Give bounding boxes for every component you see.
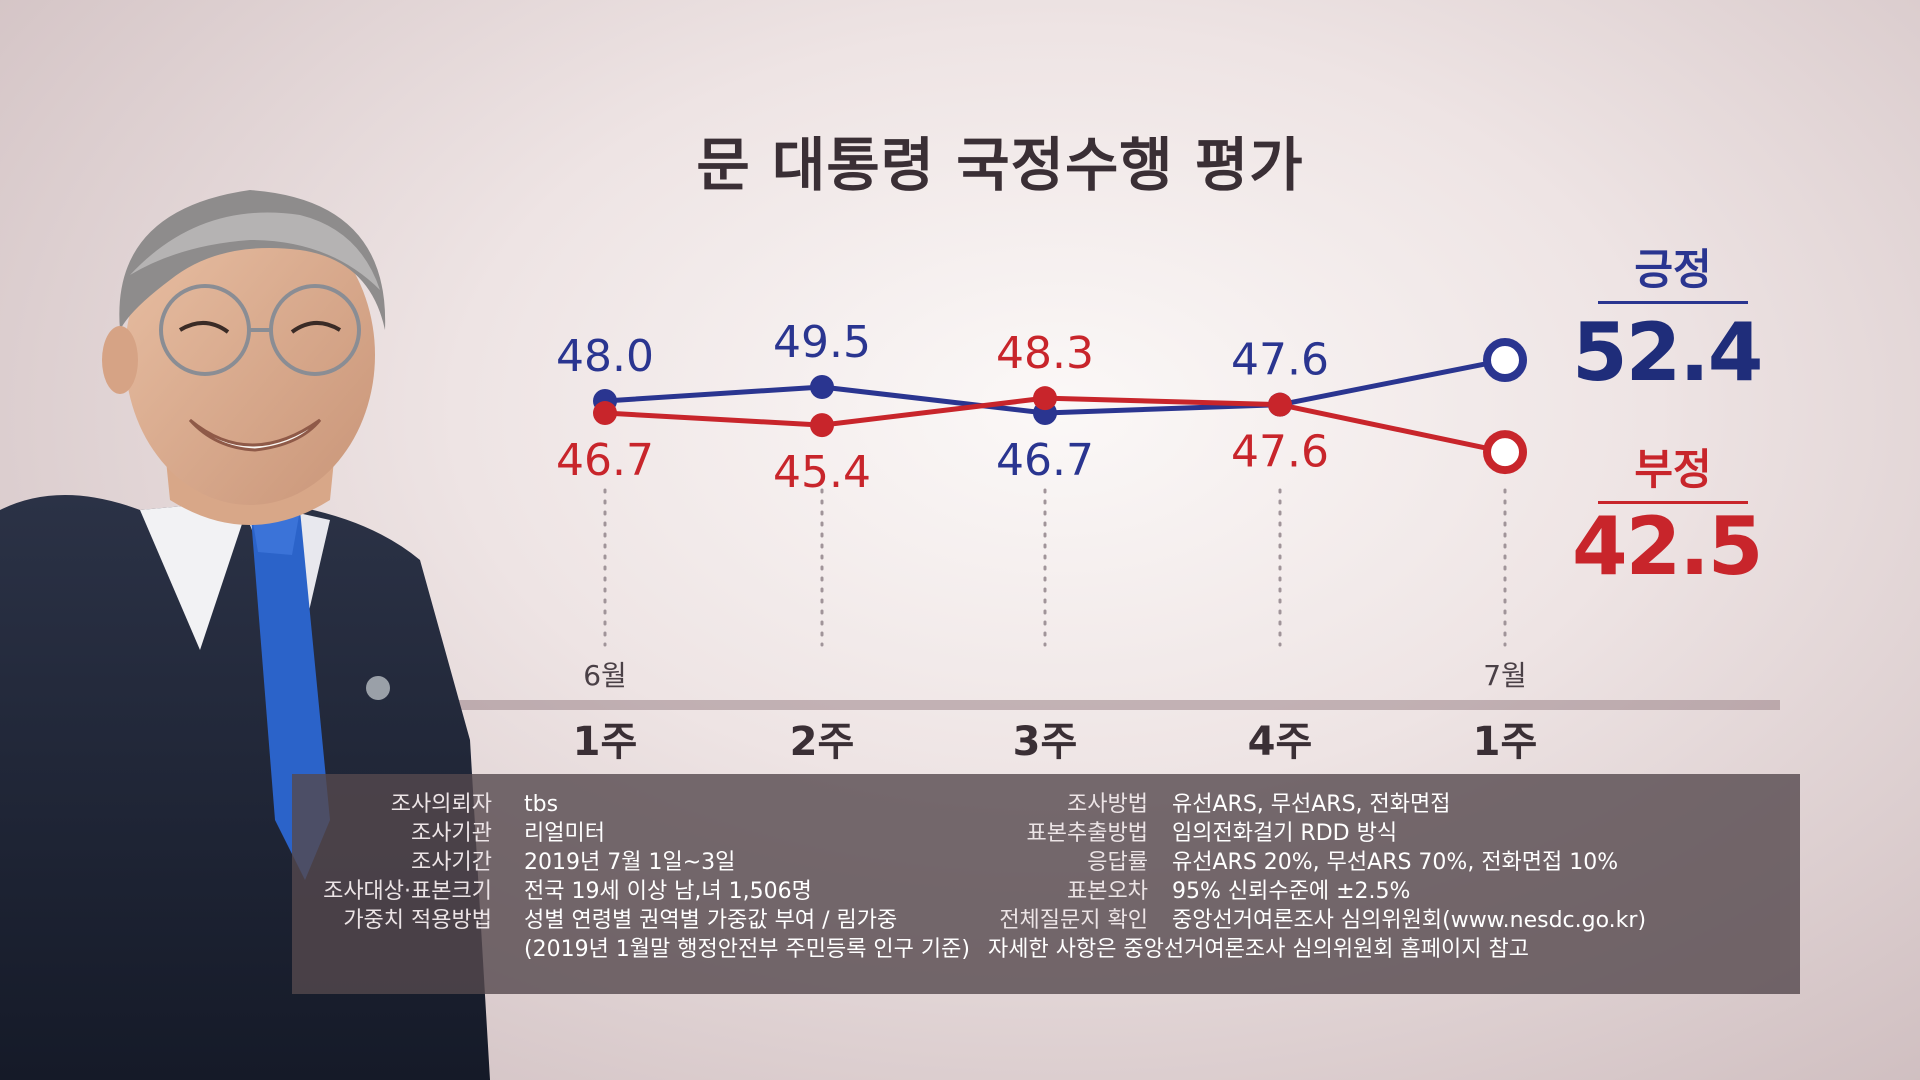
info-key: 표본오차 — [1067, 879, 1148, 904]
month-label: 7월 — [1483, 659, 1527, 692]
info-row: 조사기관 리얼미터 — [292, 819, 970, 848]
page-title: 문 대통령 국정수행 평가 — [696, 131, 1304, 199]
info-value: 임의전화걸기 RDD 방식 — [1172, 821, 1398, 846]
info-value: 유선ARS, 무선ARS, 전화면접 — [1172, 792, 1451, 817]
info-key: 조사대상·표본크기 — [323, 879, 492, 904]
legend-negative-value: 42.5 — [1572, 500, 1763, 593]
info-key: 전체질문지 확인 — [999, 908, 1148, 933]
positive-data-label: 49.5 — [773, 317, 871, 368]
x-axis-band — [440, 700, 1780, 710]
info-row: 조사대상·표본크기 전국 19세 이상 남,녀 1,506명 — [292, 877, 970, 906]
x-tick-label: 3주 — [1013, 719, 1078, 765]
info-row: 가중치 적용방법 성별 연령별 권역별 가중값 부여 / 림가중 — [292, 906, 970, 935]
info-row: 조사방법 유선ARS, 무선ARS, 전화면접 — [982, 790, 1646, 819]
info-row: 조사기간 2019년 7월 1일~3일 — [292, 848, 970, 877]
info-value: 95% 신뢰수준에 ±2.5% — [1172, 879, 1411, 904]
info-key: 조사의뢰자 — [390, 792, 492, 817]
x-tick-label: 2주 — [790, 719, 855, 765]
positive-data-label: 46.7 — [996, 435, 1094, 486]
negative-point — [593, 401, 617, 426]
positive-data-label: 47.6 — [1231, 335, 1329, 386]
negative-data-label: 48.3 — [996, 328, 1094, 379]
negative-data-label: 47.6 — [1231, 427, 1329, 478]
legend-positive-label: 긍정 — [1598, 236, 1748, 304]
positive-point — [810, 375, 834, 399]
x-tick-label: 1주 — [1473, 719, 1538, 765]
info-key: 조사기간 — [411, 850, 492, 875]
info-key: 가중치 적용방법 — [343, 908, 492, 933]
info-key: 표본추출방법 — [1026, 821, 1148, 846]
info-value: 성별 연령별 권역별 가중값 부여 / 림가중 — [524, 908, 898, 933]
info-row: 응답률 유선ARS 20%, 무선ARS 70%, 전화면접 10% — [982, 848, 1646, 877]
x-tick-label: 1주 — [573, 719, 638, 765]
info-row: 표본추출방법 임의전화걸기 RDD 방식 — [982, 819, 1646, 848]
info-value: 리얼미터 — [524, 821, 605, 846]
info-extra-note: (2019년 1월말 행정안전부 주민등록 인구 기준) — [524, 937, 970, 962]
negative-data-label: 46.7 — [556, 435, 654, 486]
negative-point — [810, 413, 834, 438]
info-key: 조사방법 — [1067, 792, 1148, 817]
survey-info-box: 조사의뢰자 tbs 조사기관 리얼미터 조사기간 2019년 7월 1일~3일 조사대… — [292, 774, 1800, 994]
legend-positive-value: 52.4 — [1572, 306, 1763, 399]
positive-data-label: 48.0 — [556, 331, 654, 382]
month-label: 6월 — [583, 659, 627, 692]
x-tick-label: 4주 — [1248, 719, 1313, 765]
negative-data-label: 45.4 — [773, 447, 871, 498]
survey-info-right: 조사방법 유선ARS, 무선ARS, 전화면접 표본추출방법 임의전화걸기 RDD … — [982, 790, 1646, 964]
info-extra-note-right: 자세한 사항은 중앙선거여론조사 심의위원회 홈페이지 참고 — [988, 937, 1529, 962]
info-value: 유선ARS 20%, 무선ARS 70%, 전화면접 10% — [1172, 850, 1619, 875]
info-key: 조사기관 — [411, 821, 492, 846]
survey-info-left: 조사의뢰자 tbs 조사기관 리얼미터 조사기간 2019년 7월 1일~3일 조사대… — [292, 790, 970, 964]
negative-point — [1268, 392, 1292, 417]
info-row: 표본오차 95% 신뢰수준에 ±2.5% — [982, 877, 1646, 906]
negative-point — [1033, 386, 1057, 411]
negative-latest-point — [1483, 430, 1527, 475]
info-value: tbs — [524, 792, 559, 817]
info-value: 2019년 7월 1일~3일 — [524, 850, 736, 875]
info-row: 조사의뢰자 tbs — [292, 790, 970, 819]
positive-latest-point — [1483, 338, 1527, 383]
info-value: 전국 19세 이상 남,녀 1,506명 — [524, 879, 812, 904]
info-key: 응답률 — [1087, 850, 1148, 875]
info-row: 전체질문지 확인 중앙선거여론조사 심의위원회(www.nesdc.go.kr) — [982, 906, 1646, 935]
info-value: 중앙선거여론조사 심의위원회(www.nesdc.go.kr) — [1172, 908, 1647, 933]
legend-negative-label: 부정 — [1598, 436, 1748, 504]
